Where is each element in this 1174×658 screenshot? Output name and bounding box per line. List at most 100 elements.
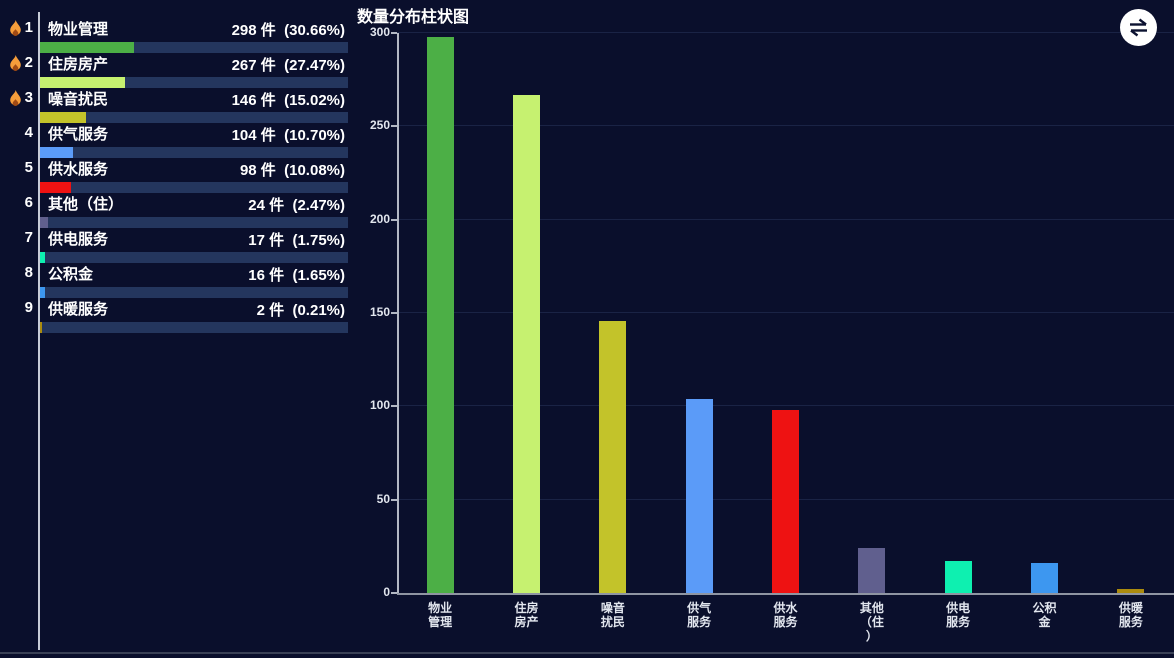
x-axis-label: 噪音 扰民: [600, 601, 625, 629]
x-axis-label: 物业 管理: [428, 601, 453, 629]
rank-number: 8: [24, 264, 33, 281]
y-axis-tick: [391, 125, 397, 128]
rank-head: 1: [2, 19, 33, 37]
ranking-panel: 1 物业管理 298 件 (30.66%) 2 住房房产 267 件 (27.47%) 3 噪…: [0, 0, 352, 658]
count-label: 16 件 (1.65%): [248, 267, 345, 284]
ranking-item[interactable]: 3 噪音扰民 146 件 (15.02%): [0, 86, 350, 123]
count-label: 98 件 (10.08%): [239, 162, 345, 179]
ranking-item[interactable]: 6 其他（住） 24 件 (2.47%): [0, 191, 350, 228]
progress-fill: [40, 217, 48, 228]
category-name: 噪音扰民: [48, 91, 109, 108]
rank-head: 7: [2, 229, 33, 247]
progress-fill: [40, 77, 125, 88]
count-label: 104 件 (10.70%): [231, 127, 345, 144]
progress-fill: [40, 252, 46, 263]
progress-track: [40, 42, 348, 53]
y-axis-label: 100: [369, 398, 390, 413]
y-axis-tick: [391, 498, 397, 501]
progress-track: [40, 252, 348, 263]
rank-head: 2: [2, 54, 33, 72]
progress-fill: [40, 182, 71, 193]
x-axis-label: 供暖 服务: [1118, 601, 1143, 629]
category-name: 其他（住）: [48, 196, 124, 213]
y-axis-line: [397, 33, 399, 595]
category-name: 供气服务: [48, 126, 109, 143]
rank-number: 3: [24, 89, 33, 106]
x-axis-line: [397, 593, 1174, 595]
y-gridline: [397, 32, 1174, 33]
chart-switch-button[interactable]: [1120, 9, 1157, 46]
y-axis-tick: [391, 405, 397, 408]
rank-head: 4: [2, 124, 33, 142]
progress-track: [40, 217, 348, 228]
rank-head: 3: [2, 89, 33, 107]
ranking-item[interactable]: 1 物业管理 298 件 (30.66%): [0, 16, 350, 53]
chart-bar[interactable]: [426, 36, 454, 593]
chart-title: 数量分布柱状图: [357, 9, 470, 26]
y-axis-label: 200: [369, 211, 390, 226]
count-label: 298 件 (30.66%): [231, 22, 345, 39]
chart-bar[interactable]: [858, 548, 886, 593]
rank-separator-line: [38, 12, 40, 650]
chart-bar[interactable]: [685, 398, 713, 593]
rank-number: 6: [24, 194, 33, 211]
progress-track: [40, 322, 348, 333]
progress-track: [40, 287, 348, 298]
y-axis-label: 0: [383, 585, 390, 599]
ranking-item[interactable]: 5 供水服务 98 件 (10.08%): [0, 156, 350, 193]
y-axis-label: 300: [369, 25, 390, 39]
x-axis-label: 供电 服务: [946, 601, 971, 629]
y-axis-label: 150: [369, 305, 390, 319]
category-name: 住房房产: [48, 56, 109, 73]
progress-fill: [40, 322, 42, 333]
y-gridline: [397, 125, 1174, 127]
chart-plot-area: [397, 33, 1174, 593]
count-label: 267 件 (27.47%): [231, 57, 345, 74]
rank-number: 7: [24, 229, 33, 246]
rank-number: 9: [24, 299, 33, 316]
category-name: 供水服务: [48, 161, 109, 178]
rank-number: 2: [24, 54, 33, 71]
y-axis-tick: [391, 32, 397, 34]
chart-bar[interactable]: [513, 94, 540, 593]
chart-bar[interactable]: [1031, 563, 1058, 593]
y-axis-tick: [391, 218, 397, 221]
count-label: 146 件 (15.02%): [231, 92, 345, 109]
progress-track: [40, 77, 348, 88]
progress-fill: [40, 42, 135, 53]
rank-head: 9: [2, 299, 33, 317]
progress-fill: [40, 112, 87, 123]
chart-bar[interactable]: [1117, 589, 1145, 593]
rank-number: 5: [24, 159, 33, 176]
x-axis-label: 其他 （住）: [859, 601, 884, 643]
swap-arrows-icon: [1130, 18, 1147, 37]
ranking-item[interactable]: 7 供电服务 17 件 (1.75%): [0, 226, 350, 263]
flame-icon: [9, 55, 21, 71]
progress-track: [40, 147, 348, 158]
y-axis-label: 50: [376, 491, 390, 506]
ranking-item[interactable]: 4 供气服务 104 件 (10.70%): [0, 121, 350, 158]
category-name: 供暖服务: [48, 301, 109, 318]
x-axis-label: 住房 房产: [514, 601, 539, 629]
y-gridline: [397, 218, 1174, 220]
chart-bar[interactable]: [772, 410, 799, 593]
rank-head: 5: [2, 159, 33, 177]
x-axis-label: 公积金: [1032, 601, 1057, 629]
category-name: 供电服务: [48, 231, 109, 248]
ranking-item[interactable]: 8 公积金 16 件 (1.65%): [0, 261, 350, 298]
chart-bar[interactable]: [944, 561, 972, 593]
rank-head: 6: [2, 194, 33, 212]
rank-number: 4: [24, 124, 33, 141]
chart-bar[interactable]: [599, 320, 627, 593]
ranking-item[interactable]: 2 住房房产 267 件 (27.47%): [0, 51, 350, 88]
progress-fill: [40, 147, 73, 158]
progress-track: [40, 112, 348, 123]
count-label: 17 件 (1.75%): [248, 232, 345, 249]
y-axis-tick: [391, 312, 397, 314]
ranking-item[interactable]: 9 供暖服务 2 件 (0.21%): [0, 296, 350, 333]
count-label: 2 件 (0.21%): [256, 302, 345, 319]
y-axis-tick: [391, 592, 397, 594]
x-axis-label: 供水 服务: [773, 601, 798, 629]
category-name: 物业管理: [48, 21, 109, 38]
rank-head: 8: [2, 264, 33, 282]
